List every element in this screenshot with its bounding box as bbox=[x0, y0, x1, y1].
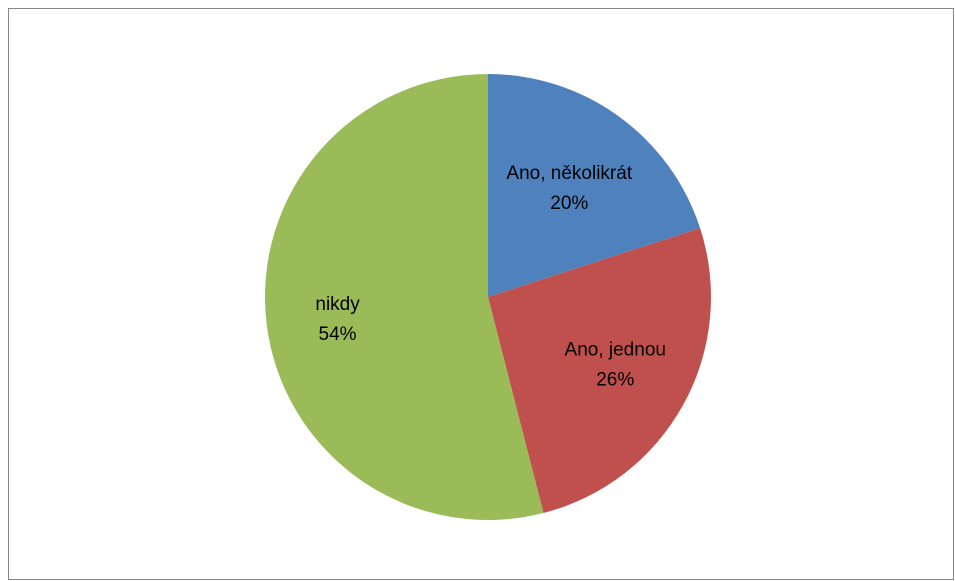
pie-slice bbox=[488, 228, 712, 513]
pie-slices bbox=[265, 74, 712, 520]
slice-category-label: Ano, jednou bbox=[565, 339, 666, 360]
slice-value-label: 54% bbox=[319, 324, 357, 345]
chart-area: Ano, několikrát 20% Ano, jednou 26% nikdy 54% bbox=[8, 8, 954, 580]
slice-value-label: 26% bbox=[596, 369, 634, 390]
slice-category-label: Ano, několikrát bbox=[506, 163, 632, 184]
slice-category-label: nikdy bbox=[315, 294, 360, 315]
slice-value-label: 20% bbox=[550, 193, 588, 214]
pie-chart: Ano, několikrát 20% Ano, jednou 26% nikdy 54% bbox=[265, 74, 712, 520]
slice-labels: Ano, několikrát 20% Ano, jednou 26% nikdy 54% bbox=[315, 163, 666, 390]
pie-slice bbox=[265, 74, 544, 520]
pie-slice bbox=[488, 74, 701, 297]
